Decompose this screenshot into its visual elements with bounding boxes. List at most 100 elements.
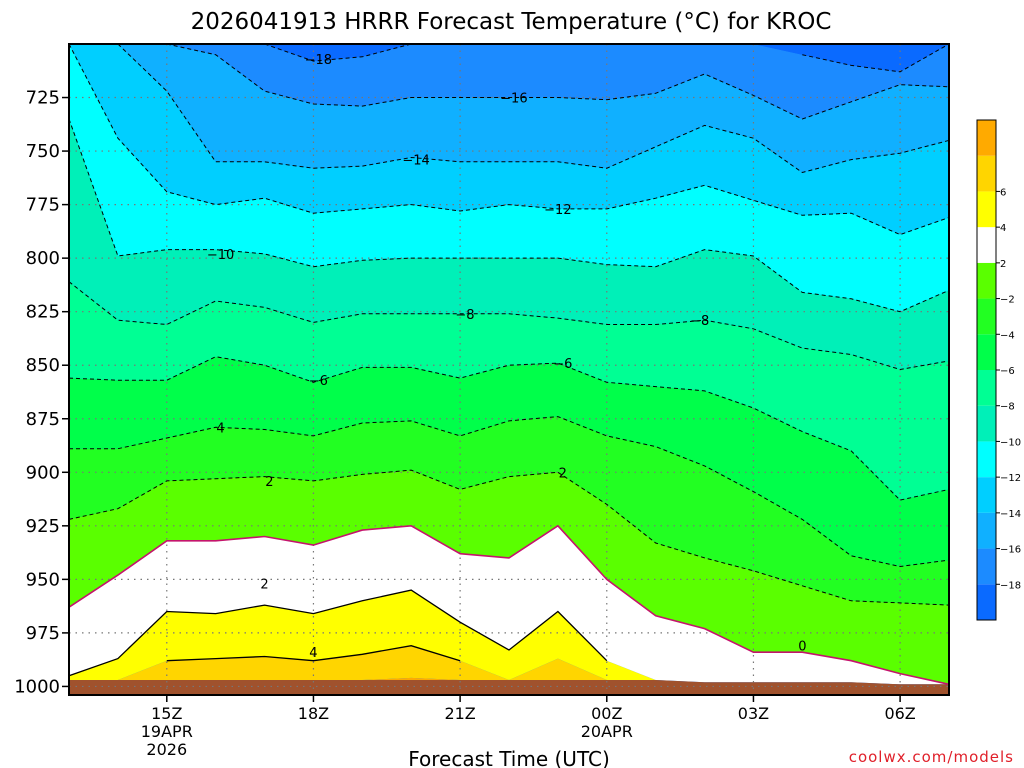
x-tick-label: 00Z 20APR: [581, 704, 633, 741]
isotherm-minus10: [68, 118, 950, 313]
contour-label: 2: [265, 475, 273, 490]
temperature-band: [69, 645, 949, 685]
y-tick-label: 775: [26, 195, 60, 216]
y-tick-label: 975: [26, 623, 60, 644]
x-tick-label: 15Z 19APR 2026: [141, 704, 193, 759]
isotherm-minus16: [166, 43, 950, 120]
isotherm-2: [68, 589, 608, 677]
colorbar-swatch: [977, 334, 996, 370]
contour-label: −6: [553, 357, 572, 372]
x-tick-line: 03Z: [738, 704, 769, 723]
isotherm-minus18: [264, 43, 461, 62]
x-tick-line: 18Z: [298, 704, 329, 723]
x-tick-label: 06Z: [884, 704, 915, 723]
colorbar-swatch: [977, 262, 996, 299]
x-axis: 15Z 19APR 2026 18Z 21Z 00Z 20APR 03Z 06Z: [141, 695, 916, 759]
y-tick-label: 900: [26, 462, 60, 483]
temperature-band: [69, 416, 949, 606]
x-tick-label: 03Z: [738, 704, 769, 723]
isotherm-4: [166, 645, 461, 662]
colorbar: −18 −16 −14 −12 −10 −8 −6 −4 −2 2 4 6: [976, 119, 1021, 621]
temperature-band: [69, 119, 949, 370]
colorbar-label: −8: [1000, 402, 1015, 413]
contour-label: −8: [455, 308, 474, 323]
plot-area: [69, 44, 949, 695]
isotherm-minus8: [68, 281, 950, 371]
colorbar-swatch: [977, 191, 996, 228]
contour-label: −6: [309, 374, 328, 389]
x-axis-label: Forecast Time (UTC): [408, 747, 610, 768]
colorbar-swatch: [977, 477, 996, 513]
plot-frame: [68, 43, 950, 696]
isotherm-minus4: [69, 416, 950, 568]
x-tick-line: 15Z: [151, 704, 182, 723]
y-tick-label: 725: [26, 88, 60, 109]
temperature-band: [69, 356, 949, 567]
colorbar-swatch: [977, 584, 996, 620]
y-tick-label: 800: [26, 248, 60, 269]
temperature-band: [69, 44, 949, 119]
x-tick-line: 21Z: [444, 704, 475, 723]
contour-label: −12: [544, 203, 571, 218]
isotherm-minus2: [68, 469, 950, 606]
isotherm-minus12: [68, 43, 950, 236]
x-tick-label: 18Z: [298, 704, 329, 723]
colorbar-label: −12: [1000, 473, 1021, 484]
colorbar-label: −16: [1000, 545, 1021, 556]
colorbar-swatch: [977, 441, 996, 478]
y-tick-label: 850: [26, 355, 60, 376]
x-tick-line: 19APR: [141, 722, 193, 741]
colorbar-label: −4: [1000, 330, 1015, 341]
temperature-band: [69, 281, 949, 501]
temperature-band: [69, 525, 949, 685]
ground-area: [69, 680, 949, 695]
y-tick-label: 875: [26, 409, 60, 430]
colorbar-swatch: [977, 548, 996, 585]
colorbar-swatch: [977, 370, 996, 406]
colorbar-swatch: [977, 227, 996, 263]
colorbar-label: −2: [1000, 295, 1015, 306]
x-tick-line: 00Z: [591, 704, 622, 723]
contour-label: −16: [500, 92, 527, 107]
contour-label: 2: [559, 466, 567, 481]
temperature-band: [69, 44, 949, 235]
isotherm-lines: [68, 43, 950, 686]
contour-label: −14: [402, 154, 429, 169]
temperature-band: [69, 44, 949, 72]
y-tick-label: 950: [26, 569, 60, 590]
isotherm-minus14: [117, 43, 950, 174]
isotherm-minus18: [802, 43, 950, 73]
colorbar-label: −10: [1000, 437, 1021, 448]
temperature-band: [69, 470, 949, 685]
colorbar-swatch: [977, 512, 996, 549]
contour-label: 4: [216, 421, 224, 436]
contour-label: 0: [798, 640, 806, 655]
colorbar-swatch: [977, 120, 996, 156]
x-tick-label: 21Z: [444, 704, 475, 723]
contour-labels: −18 −16 −14 −12 −10 −8 −8 −6 −6 4 2 2 2 4 0: [207, 53, 807, 661]
colorbar-label: −14: [1000, 509, 1021, 520]
y-tick-label: 925: [26, 516, 60, 537]
y-axis: 725 750 775 800 825 850 875 900 925 950 975 1000: [14, 88, 69, 697]
x-tick-line: 2026: [146, 740, 187, 759]
colorbar-swatch: [977, 405, 996, 442]
colorbar-label: −6: [1000, 366, 1015, 377]
colorbar-swatch: [977, 155, 996, 192]
chart-title: 2026041913 HRRR Forecast Temperature (°C…: [191, 9, 832, 35]
colorbar-label: −18: [1000, 580, 1021, 591]
isotherm-minus6: [68, 356, 950, 501]
contour-label: −18: [305, 53, 332, 68]
colorbar-label: 6: [1000, 187, 1006, 198]
contour-label: −10: [207, 248, 234, 263]
credit-text: coolwx.com/models: [849, 748, 1014, 766]
temperature-band: [69, 44, 949, 312]
colorbar-label: 4: [1000, 223, 1006, 234]
x-tick-line: 06Z: [884, 704, 915, 723]
y-tick-label: 825: [26, 302, 60, 323]
temperature-band: [69, 590, 949, 685]
y-tick-label: 750: [26, 141, 60, 162]
contour-label: −8: [690, 314, 709, 329]
temperature-band: [69, 44, 949, 173]
x-tick-line: 20APR: [581, 722, 633, 741]
